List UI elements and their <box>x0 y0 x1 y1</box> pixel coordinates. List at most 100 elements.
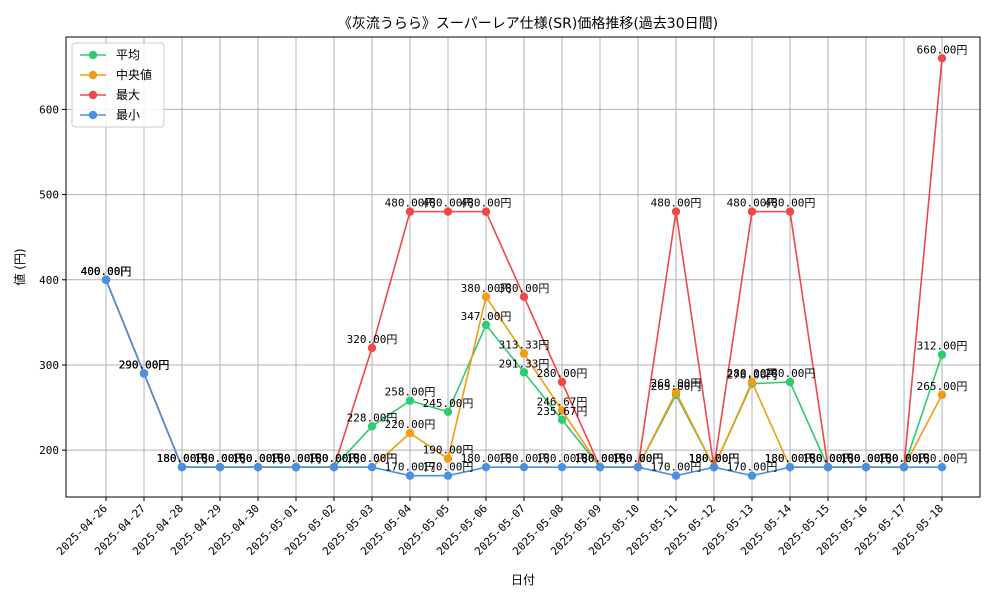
data-label: 400.00円 <box>81 265 132 278</box>
data-point <box>481 207 491 216</box>
data-label: 180.00円 <box>347 452 398 465</box>
series-3 <box>101 275 947 480</box>
data-label: 180.00円 <box>689 452 740 465</box>
data-label: 480.00円 <box>461 197 512 210</box>
data-label: 180.00円 <box>803 452 854 465</box>
data-label: 180.00円 <box>271 452 322 465</box>
data-point <box>405 428 415 438</box>
legend-label: 最小 <box>116 108 140 122</box>
data-label: 180.00円 <box>613 452 664 465</box>
data-point <box>937 462 947 472</box>
data-label: 180.00円 <box>157 452 208 465</box>
chart-title: 《灰流うらら》スーパーレア仕様(SR)価格推移(過去30日間) <box>338 16 718 32</box>
data-point <box>519 349 529 358</box>
data-point <box>519 292 529 302</box>
data-point <box>329 462 339 472</box>
data-label: 180.00円 <box>157 452 208 465</box>
data-point <box>215 462 225 472</box>
data-label: 180.00円 <box>689 452 740 465</box>
data-label: 246.67円 <box>537 395 588 408</box>
data-label: 290.00円 <box>119 358 170 371</box>
data-label: 180.00円 <box>537 452 588 465</box>
data-label: 480.00円 <box>385 197 436 210</box>
legend-label: 中央値 <box>116 67 152 82</box>
data-label: 180.00円 <box>157 452 208 465</box>
data-point <box>899 462 909 472</box>
data-label: 400.00円 <box>81 265 132 278</box>
data-point <box>557 462 567 472</box>
data-label: 312.00円 <box>917 340 968 353</box>
data-label: 180.00円 <box>309 452 360 465</box>
data-point <box>443 471 453 480</box>
series-layer <box>101 54 947 480</box>
data-point <box>671 471 681 480</box>
data-label: 180.00円 <box>271 452 322 465</box>
data-label: 380.00円 <box>499 282 550 295</box>
data-point <box>405 396 415 405</box>
data-label: 170.00円 <box>385 461 436 474</box>
data-point <box>785 462 795 472</box>
data-point <box>481 292 491 302</box>
data-point <box>443 407 453 417</box>
data-label: 180.00円 <box>613 452 664 465</box>
data-point <box>671 207 681 216</box>
y-axis-title: 値 (円) <box>12 248 27 285</box>
data-label: 180.00円 <box>157 452 208 465</box>
data-label: 180.00円 <box>271 452 322 465</box>
data-label: 180.00円 <box>841 452 892 465</box>
data-point <box>405 207 415 216</box>
data-point <box>595 462 605 472</box>
data-point <box>291 462 301 472</box>
data-point <box>747 207 757 216</box>
legend-marker <box>88 110 98 120</box>
data-point <box>633 462 643 472</box>
y-tick-label: 300 <box>39 359 59 372</box>
data-label: 180.00円 <box>917 452 968 465</box>
data-label: 170.00円 <box>651 461 702 474</box>
data-label: 180.00円 <box>195 452 246 465</box>
data-point <box>177 462 187 472</box>
data-point <box>253 462 263 472</box>
data-point <box>671 388 681 397</box>
data-label: 347.00円 <box>461 310 512 323</box>
data-label: 180.00円 <box>233 452 284 465</box>
data-point <box>519 368 529 377</box>
data-label: 400.00円 <box>81 265 132 278</box>
data-point <box>443 454 453 463</box>
data-label: 180.00円 <box>841 452 892 465</box>
data-label: 280.00円 <box>537 367 588 380</box>
data-label: 291.33円 <box>499 357 550 370</box>
data-label: 228.00円 <box>347 411 398 424</box>
data-label: 180.00円 <box>803 452 854 465</box>
y-tick-label: 400 <box>39 274 59 287</box>
data-label: 480.00円 <box>423 197 474 210</box>
data-point <box>937 350 947 359</box>
data-point <box>747 471 757 480</box>
data-point <box>367 462 377 472</box>
data-label: 268.00円 <box>651 377 702 390</box>
data-point <box>101 275 111 284</box>
data-point <box>405 471 415 480</box>
data-label: 180.00円 <box>841 452 892 465</box>
data-point <box>481 462 491 472</box>
data-label: 180.00円 <box>195 452 246 465</box>
data-point <box>557 377 567 387</box>
data-label: 180.00円 <box>271 452 322 465</box>
y-tick-label: 600 <box>39 103 59 116</box>
data-point <box>785 377 795 387</box>
data-point <box>367 422 377 431</box>
data-point <box>937 390 947 399</box>
y-tick-label: 500 <box>39 189 59 202</box>
data-label: 290.00円 <box>119 358 170 371</box>
data-point <box>557 406 567 415</box>
data-label: 265.00円 <box>651 380 702 393</box>
data-label: 290.00円 <box>119 358 170 371</box>
data-label: 180.00円 <box>309 452 360 465</box>
data-label: 258.00円 <box>385 386 436 399</box>
legend-label: 平均 <box>116 48 140 62</box>
plot-area-frame <box>65 36 981 498</box>
data-label: 180.00円 <box>803 452 854 465</box>
data-label: 180.00円 <box>233 452 284 465</box>
